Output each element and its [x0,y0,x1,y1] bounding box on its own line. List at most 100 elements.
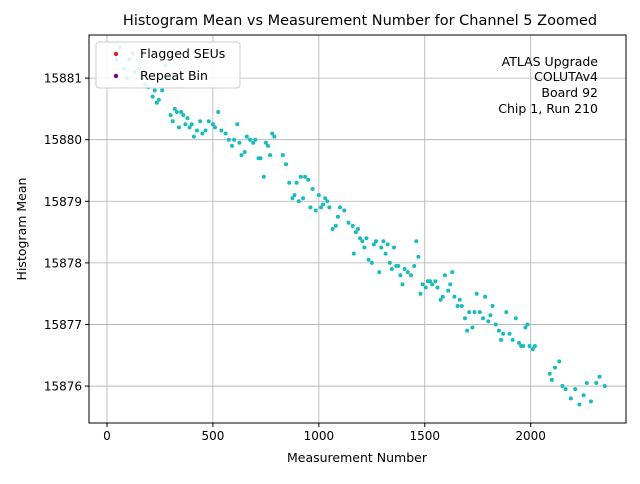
data-point [330,227,335,231]
x-axis: 0 500 1000 1500 2000 [103,423,546,443]
data-point [287,180,292,185]
x-tick-label: 1000 [304,429,335,443]
data-point [325,199,330,204]
data-point [327,205,332,210]
data-point [216,110,221,114]
data-point [577,402,582,407]
data-point [381,239,386,244]
y-tick-label: 15880 [44,133,82,147]
data-point [553,365,557,370]
data-point [335,214,340,219]
data-point [358,236,363,241]
data-point [414,239,419,244]
data-point [510,337,515,342]
data-point [465,328,470,333]
data-point [433,279,438,284]
data-point [251,140,256,145]
data-point [284,162,288,167]
data-point [338,205,342,210]
y-axis: 15876 15877 15878 15879 15880 15881 [44,72,89,394]
data-point [223,131,228,136]
data-point [459,304,464,308]
data-point [350,223,355,228]
y-tick-label: 15878 [44,256,82,270]
data-point [496,328,501,333]
data-point [268,153,273,158]
data-point [360,239,365,244]
data-point [442,273,447,278]
data-point [226,137,231,142]
x-tick-label: 500 [201,429,224,443]
data-point [374,239,378,244]
data-point [597,374,602,379]
data-point [392,245,396,250]
data-point [191,134,196,139]
data-point [342,208,347,213]
data-point [472,310,477,315]
annotation-line-4: Chip 1, Run 210 [498,101,598,116]
annotation-line-1: ATLAS Upgrade [502,54,599,69]
data-point [313,208,318,213]
data-point [398,273,403,278]
data-point [235,122,240,127]
data-point [333,223,338,228]
data-point [521,344,526,348]
data-point [490,304,495,308]
data-point [409,273,413,278]
data-point [440,294,445,299]
data-point [323,196,328,201]
data-point [244,134,249,139]
data-point [150,94,155,99]
data-point [517,340,521,345]
x-axis-label: Measurement Number [287,450,428,465]
data-point [457,297,462,302]
data-point [396,264,401,268]
data-point [206,119,211,124]
legend-label-repeat-bin: Repeat Bin [140,68,208,83]
y-axis-label: Histogram Mean [14,178,29,281]
data-point [170,119,175,124]
data-point [499,337,503,342]
data-point [346,220,351,225]
plot-area-frame [88,34,627,424]
data-point [400,282,405,287]
data-point [168,113,173,118]
data-point [573,387,578,392]
data-point [532,344,537,348]
data-point [290,196,295,201]
data-point [181,113,186,118]
board-annotation: ATLAS Upgrade COLUTAv4 Board 92 Chip 1, … [498,54,598,116]
data-point [187,125,192,130]
data-point [420,282,425,287]
data-point [303,174,308,179]
annotation-line-3: Board 92 [541,85,598,100]
data-point [353,230,358,235]
data-point [356,227,360,231]
data-point [557,359,562,364]
data-point [493,322,498,327]
data-point [154,100,159,105]
data-point [594,381,599,385]
data-point [230,143,234,148]
data-point [474,291,479,296]
data-point [463,316,467,321]
data-point [198,119,203,124]
data-point [486,319,491,324]
data-point [448,282,453,287]
data-point [589,399,593,404]
data-point [379,245,384,250]
data-point [452,294,457,299]
data-point [210,122,215,127]
data-point [477,310,482,315]
data-point [377,270,382,275]
y-tick-label: 15877 [44,318,82,332]
data-point [308,205,313,210]
data-point [185,116,190,121]
data-point [405,270,410,275]
data-point [438,297,443,302]
data-point [174,110,179,114]
data-point [261,174,266,179]
data-point [316,193,321,198]
data-point [383,251,388,256]
data-point [306,177,311,182]
